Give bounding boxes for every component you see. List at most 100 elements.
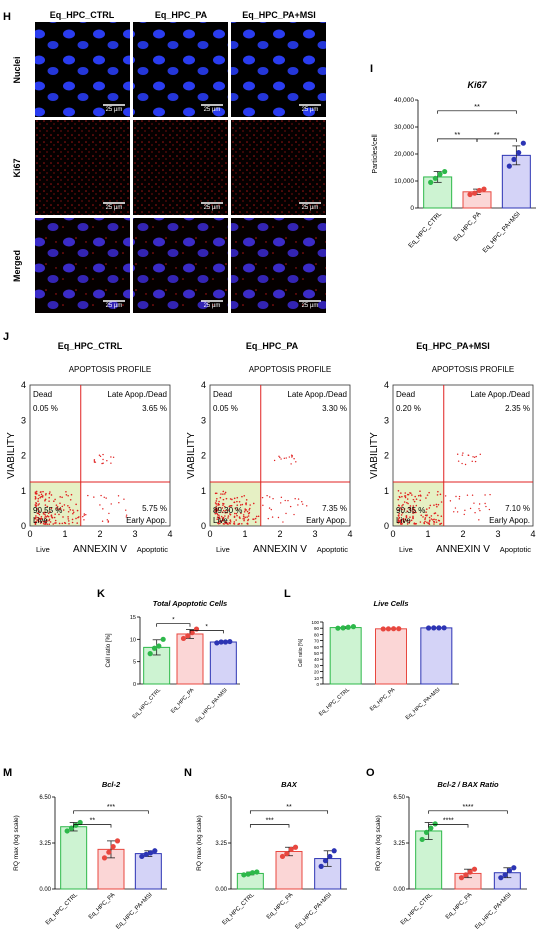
event-dot bbox=[72, 509, 74, 511]
chart-title: Bcl-2 / BAX Ratio bbox=[437, 780, 499, 789]
event-dot bbox=[474, 457, 475, 458]
event-dot bbox=[429, 507, 431, 509]
event-dot bbox=[85, 514, 86, 515]
event-dot bbox=[262, 497, 263, 498]
event-dot bbox=[216, 498, 218, 500]
quadrant-value-early: 7.10 % bbox=[505, 504, 530, 513]
event-dot bbox=[241, 523, 243, 525]
event-dot bbox=[106, 460, 107, 461]
event-dot bbox=[426, 514, 428, 516]
data-point-pa bbox=[194, 626, 199, 631]
bar-ctrl bbox=[237, 873, 263, 889]
quadrant-value-live: 90.35 % bbox=[396, 506, 425, 515]
event-dot bbox=[423, 522, 425, 524]
event-dot bbox=[440, 494, 442, 496]
x-tick-label: 4 bbox=[347, 529, 352, 539]
quadrant-value-late: 2.35 % bbox=[505, 404, 530, 413]
event-dot bbox=[65, 491, 67, 493]
event-dot bbox=[282, 521, 283, 522]
event-dot bbox=[285, 513, 286, 514]
data-point-msi bbox=[431, 625, 436, 630]
event-dot bbox=[441, 501, 443, 503]
significance-label: ** bbox=[90, 818, 96, 825]
event-dot bbox=[266, 495, 267, 496]
event-dot bbox=[239, 501, 241, 503]
event-dot bbox=[455, 496, 456, 497]
event-dot bbox=[268, 518, 269, 519]
event-dot bbox=[247, 511, 249, 513]
event-dot bbox=[66, 494, 68, 496]
bcl2-chart: Bcl-2RQ max (log scale)0.003.256.50Eq_HP… bbox=[13, 780, 167, 931]
significance-label: ** bbox=[494, 130, 500, 139]
significance-bracket bbox=[74, 811, 149, 814]
x-live-label: Live bbox=[36, 545, 50, 554]
event-dot bbox=[478, 508, 479, 509]
event-dot bbox=[441, 515, 443, 517]
event-dot bbox=[424, 518, 426, 520]
event-dot bbox=[431, 515, 433, 517]
y-tick-label: 10 bbox=[314, 676, 320, 681]
event-dot bbox=[41, 494, 43, 496]
data-point-ctrl bbox=[346, 625, 351, 630]
micro-ki67-msi bbox=[231, 120, 326, 215]
y-tick-label: 40 bbox=[314, 657, 320, 662]
event-dot bbox=[77, 510, 79, 512]
data-point-pa bbox=[391, 626, 396, 631]
event-dot bbox=[425, 511, 427, 513]
event-dot bbox=[99, 504, 100, 505]
x-apoptotic-label: Apoptotic bbox=[500, 545, 532, 554]
event-dot bbox=[243, 516, 245, 518]
event-dot bbox=[99, 455, 100, 456]
event-dot bbox=[293, 514, 294, 515]
event-dot bbox=[404, 492, 406, 494]
event-dot bbox=[468, 454, 469, 455]
significance-label: * bbox=[172, 617, 175, 624]
event-dot bbox=[489, 494, 490, 495]
event-dot bbox=[68, 520, 70, 522]
significance-bracket bbox=[429, 811, 508, 814]
event-dot bbox=[249, 504, 251, 506]
event-dot bbox=[101, 463, 102, 464]
data-point-msi bbox=[152, 848, 157, 853]
data-point-msi bbox=[441, 625, 446, 630]
event-dot bbox=[45, 493, 47, 495]
event-dot bbox=[436, 521, 438, 523]
event-dot bbox=[75, 504, 77, 506]
y-tick-label: 60 bbox=[314, 645, 320, 650]
y-tick-label: 1 bbox=[384, 486, 389, 496]
scalebar-label: 25 µm bbox=[204, 107, 221, 113]
event-dot bbox=[62, 516, 64, 518]
event-dot bbox=[306, 505, 307, 506]
data-point-ctrl bbox=[420, 837, 425, 842]
scalebar-label: 25 µm bbox=[302, 205, 319, 211]
event-dot bbox=[480, 454, 481, 455]
y-tick-label: 6.50 bbox=[215, 795, 227, 801]
event-dot bbox=[76, 522, 78, 524]
event-dot bbox=[234, 498, 236, 500]
event-dot bbox=[479, 503, 480, 504]
event-dot bbox=[230, 519, 232, 521]
event-dot bbox=[405, 497, 407, 499]
event-dot bbox=[69, 509, 71, 511]
event-dot bbox=[405, 495, 407, 497]
event-dot bbox=[35, 497, 37, 499]
chart-title: Total Apoptotic Cells bbox=[153, 599, 227, 608]
data-point-msi bbox=[436, 625, 441, 630]
y-tick-label: 0.00 bbox=[39, 887, 51, 893]
y-axis-label: VIABILITY bbox=[6, 432, 17, 479]
event-dot bbox=[467, 495, 468, 496]
event-dot bbox=[431, 518, 433, 520]
event-dot bbox=[287, 500, 288, 501]
y-tick-label: 80 bbox=[314, 632, 320, 637]
quadrant-label-dead: Dead bbox=[396, 390, 415, 399]
bcl2-bax-ratio-chart: Bcl-2 / BAX RatioRQ max (log scale)0.003… bbox=[375, 780, 527, 931]
data-point-ctrl bbox=[424, 830, 429, 835]
significance-bracket bbox=[250, 825, 289, 828]
flow-plot-ctrl: Eq_HPC_CTRLAPOPTOSIS PROFILEDead0.05 %La… bbox=[6, 341, 173, 555]
x-tick-label: 3 bbox=[495, 529, 500, 539]
y-tick-label: 4 bbox=[384, 380, 389, 390]
event-dot bbox=[83, 519, 84, 520]
x-tick-label: 2 bbox=[277, 529, 282, 539]
data-point-pa bbox=[396, 626, 401, 631]
